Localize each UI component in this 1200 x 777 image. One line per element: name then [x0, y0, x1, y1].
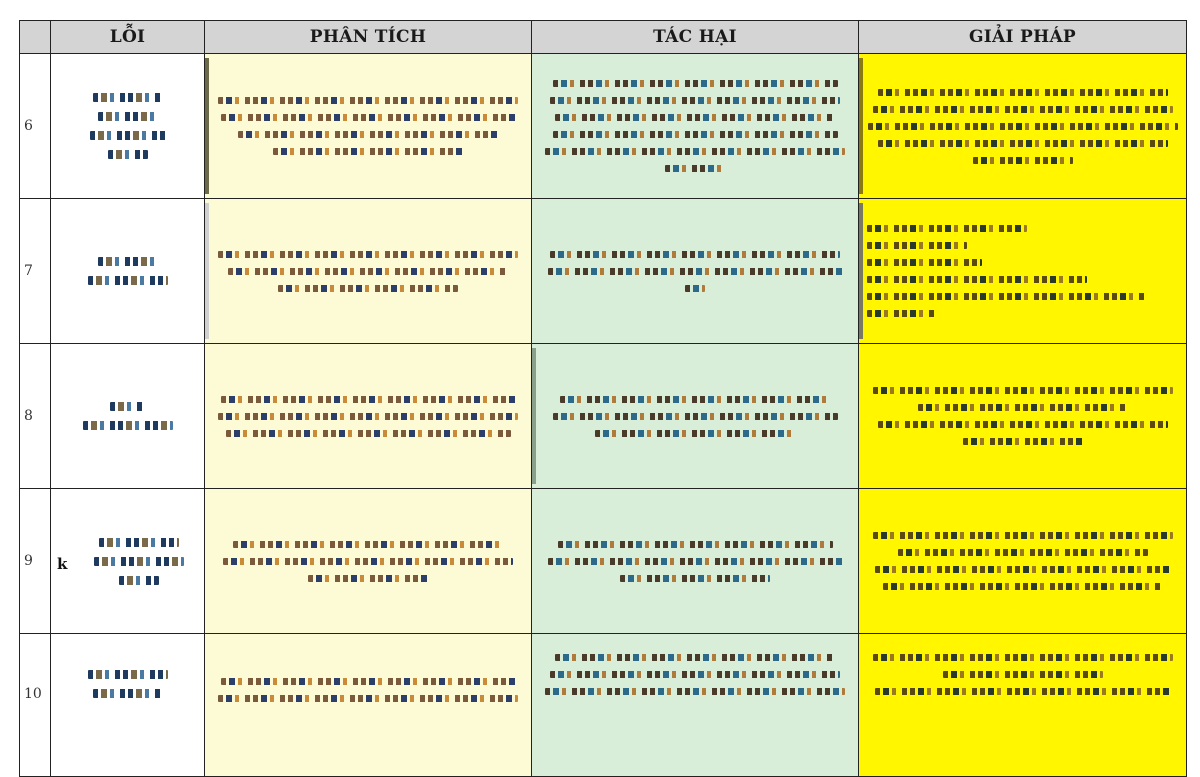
- blurred-text-block: [859, 634, 1186, 703]
- error-cell: [50, 633, 205, 777]
- table-row: 6: [19, 53, 1187, 199]
- header-row: LỖI PHÂN TÍCH TÁC HẠI GIẢI PHÁP: [19, 20, 1187, 54]
- solution-cell: [858, 198, 1187, 344]
- blurred-text-block: [859, 379, 1186, 453]
- harm-cell: [531, 198, 859, 344]
- table-row: 9 k: [19, 488, 1187, 634]
- header-analysis: PHÂN TÍCH: [204, 20, 532, 54]
- header-number: [19, 20, 51, 54]
- cell-border-marker: [532, 348, 536, 484]
- harm-cell: [531, 343, 859, 489]
- cell-border-marker: [859, 203, 863, 339]
- header-error: LỖI: [50, 20, 205, 54]
- analysis-cell: [204, 53, 532, 199]
- error-cell: [50, 198, 205, 344]
- analysis-cell: [204, 343, 532, 489]
- blurred-text-block: [532, 72, 858, 180]
- header-solution: GIẢI PHÁP: [858, 20, 1187, 54]
- blurred-text-block: [51, 530, 204, 593]
- blurred-text-block: [205, 89, 531, 163]
- row-number: 6: [19, 53, 51, 199]
- blurred-text-block: [205, 243, 531, 300]
- row-number: 7: [19, 198, 51, 344]
- blurred-text-block: [532, 533, 858, 590]
- solution-cell: [858, 343, 1187, 489]
- blurred-text-block: [51, 249, 204, 293]
- row-number: 8: [19, 343, 51, 489]
- table-row: 10: [19, 633, 1187, 777]
- solution-cell: [858, 633, 1187, 777]
- error-analysis-table: LỖI PHÂN TÍCH TÁC HẠI GIẢI PHÁP 6: [19, 20, 1187, 777]
- harm-cell: [531, 633, 859, 777]
- error-cell: k: [50, 488, 205, 634]
- harm-cell: [531, 488, 859, 634]
- analysis-cell: [204, 198, 532, 344]
- harm-cell: [531, 53, 859, 199]
- blurred-text-block: [51, 85, 204, 167]
- blurred-text-block: [532, 388, 858, 445]
- solution-cell: [858, 488, 1187, 634]
- cell-border-marker: [205, 203, 209, 339]
- blurred-text-block: [205, 634, 531, 710]
- blurred-text-block: [859, 524, 1186, 598]
- analysis-cell: [204, 633, 532, 777]
- analysis-cell: [204, 488, 532, 634]
- row-number: 9: [19, 488, 51, 634]
- blurred-text-block: [532, 243, 858, 300]
- error-analysis-table-container: LỖI PHÂN TÍCH TÁC HẠI GIẢI PHÁP 6: [19, 20, 1187, 777]
- blurred-text-block: [51, 394, 204, 438]
- blurred-text-block: [205, 533, 531, 590]
- header-harm: TÁC HẠI: [531, 20, 859, 54]
- row-number: 10: [19, 633, 51, 777]
- blurred-text-block: [859, 217, 1186, 325]
- blurred-text-block: [51, 634, 204, 706]
- table-row: 8: [19, 343, 1187, 489]
- blurred-text-block: [532, 634, 858, 703]
- error-cell: [50, 53, 205, 199]
- solution-cell: [858, 53, 1187, 199]
- blurred-text-block: [859, 81, 1186, 172]
- cell-border-marker: [205, 58, 209, 194]
- error-cell: [50, 343, 205, 489]
- error-text: k: [57, 554, 68, 573]
- blurred-text-block: [205, 388, 531, 445]
- table-row: 7: [19, 198, 1187, 344]
- cell-border-marker: [859, 58, 863, 194]
